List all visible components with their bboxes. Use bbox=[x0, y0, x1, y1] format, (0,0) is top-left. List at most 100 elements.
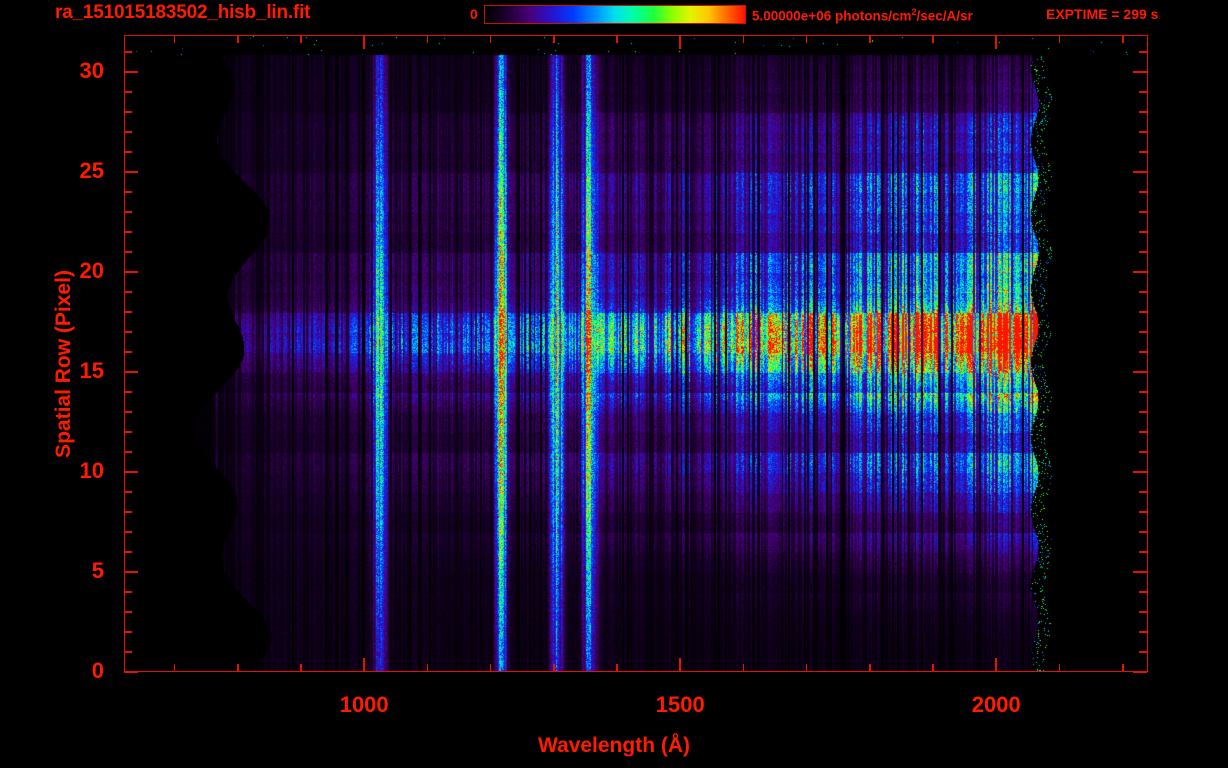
y-tick-major bbox=[124, 471, 138, 473]
x-tick-minor bbox=[932, 664, 934, 672]
x-tick-label: 2000 bbox=[971, 692, 1021, 717]
x-tick-major-top bbox=[995, 35, 998, 49]
y-tick-minor bbox=[124, 551, 132, 553]
x-tick-minor-top bbox=[236, 35, 239, 43]
y-axis-title: Spatial Row (Pixel) bbox=[52, 270, 75, 458]
x-tick-minor-top bbox=[805, 35, 808, 43]
y-tick-major-right bbox=[1133, 571, 1147, 573]
y-tick-label: 25 bbox=[79, 158, 104, 183]
x-tick-minor-top bbox=[1058, 35, 1061, 43]
y-tick-minor bbox=[124, 431, 132, 433]
x-tick-minor bbox=[1058, 664, 1061, 672]
y-tick-minor bbox=[124, 391, 132, 393]
colorbar bbox=[484, 5, 746, 24]
y-tick-minor bbox=[124, 591, 132, 593]
x-axis-title: Wavelength (Å) bbox=[537, 734, 691, 757]
y-tick-minor-right bbox=[1139, 391, 1147, 393]
y-tick-minor-right bbox=[1139, 211, 1147, 213]
y-tick-major bbox=[124, 71, 138, 73]
y-tick-minor-right bbox=[1139, 411, 1147, 413]
y-tick-minor bbox=[124, 531, 132, 533]
y-tick-major-right bbox=[1133, 671, 1147, 673]
x-tick-major-top bbox=[363, 35, 365, 49]
x-tick-major bbox=[363, 658, 365, 672]
y-tick-major-right bbox=[1133, 71, 1147, 73]
y-tick-minor bbox=[124, 611, 132, 613]
y-tick-minor-right bbox=[1139, 51, 1147, 53]
colorbar-max-label: 5.00000e+06 photons/cm2/sec/A/sr bbox=[752, 7, 973, 24]
x-tick-minor-top bbox=[300, 35, 302, 43]
x-tick-minor bbox=[300, 664, 302, 672]
x-tick-label: 1500 bbox=[655, 692, 705, 717]
x-tick-major bbox=[679, 658, 682, 672]
x-tick-major bbox=[995, 658, 998, 672]
y-tick-minor-right bbox=[1139, 351, 1147, 353]
y-tick-minor bbox=[124, 51, 132, 53]
y-tick-minor-right bbox=[1139, 291, 1147, 293]
x-tick-minor bbox=[742, 664, 745, 672]
y-tick-minor bbox=[124, 151, 132, 153]
y-tick-minor bbox=[124, 511, 132, 513]
exposure-time-label: EXPTIME = 299 s bbox=[1046, 6, 1159, 22]
y-tick-minor bbox=[124, 491, 132, 493]
y-tick-minor-right bbox=[1139, 111, 1147, 113]
x-tick-minor bbox=[236, 664, 239, 672]
y-tick-major-right bbox=[1133, 271, 1147, 273]
spectrogram-image bbox=[125, 36, 1147, 671]
x-tick-minor bbox=[805, 664, 808, 672]
y-tick-label: 0 bbox=[91, 658, 104, 683]
y-tick-major bbox=[124, 571, 138, 573]
y-tick-label: 30 bbox=[79, 58, 104, 83]
y-tick-minor bbox=[124, 191, 132, 193]
x-tick-major-top bbox=[679, 35, 682, 49]
y-tick-minor-right bbox=[1139, 131, 1147, 133]
y-tick-minor bbox=[124, 631, 132, 633]
y-tick-minor-right bbox=[1139, 91, 1147, 93]
colorbar-gradient bbox=[485, 6, 745, 23]
y-tick-minor-right bbox=[1139, 251, 1147, 253]
y-tick-label: 10 bbox=[79, 458, 104, 483]
y-tick-minor bbox=[124, 131, 132, 133]
x-tick-minor bbox=[616, 664, 618, 672]
x-tick-minor-top bbox=[173, 35, 176, 43]
plot-frame bbox=[124, 35, 1148, 672]
colorbar-units-prefix: photons/cm bbox=[831, 8, 912, 24]
y-tick-major-right bbox=[1133, 471, 1147, 473]
y-tick-minor bbox=[124, 451, 132, 453]
x-tick-minor-top bbox=[742, 35, 745, 43]
y-tick-major bbox=[124, 171, 138, 173]
x-tick-minor-top bbox=[869, 35, 871, 43]
y-tick-minor bbox=[124, 651, 132, 653]
x-tick-minor bbox=[553, 664, 555, 672]
y-tick-minor-right bbox=[1139, 431, 1147, 433]
y-tick-minor bbox=[124, 311, 132, 313]
colorbar-units-exponent: 2 bbox=[911, 7, 917, 17]
y-tick-minor-right bbox=[1139, 331, 1147, 333]
x-tick-minor bbox=[426, 664, 429, 672]
y-tick-minor-right bbox=[1139, 191, 1147, 193]
y-tick-minor bbox=[124, 211, 132, 213]
x-tick-minor bbox=[869, 664, 871, 672]
y-tick-minor-right bbox=[1139, 611, 1147, 613]
y-tick-minor bbox=[124, 291, 132, 293]
y-tick-minor bbox=[124, 411, 132, 413]
y-tick-minor bbox=[124, 91, 132, 93]
y-tick-minor-right bbox=[1139, 151, 1147, 153]
y-tick-minor bbox=[124, 331, 132, 333]
y-tick-minor-right bbox=[1139, 631, 1147, 633]
y-tick-label: 15 bbox=[79, 358, 104, 383]
x-tick-minor-top bbox=[1121, 35, 1124, 43]
y-tick-major bbox=[124, 671, 138, 673]
colorbar-max-value: 5.00000e+06 bbox=[752, 8, 832, 24]
y-tick-minor-right bbox=[1139, 511, 1147, 513]
y-tick-minor bbox=[124, 351, 132, 353]
y-tick-minor bbox=[124, 111, 132, 113]
x-tick-minor-top bbox=[932, 35, 934, 43]
y-tick-major bbox=[124, 271, 138, 273]
y-tick-minor-right bbox=[1139, 311, 1147, 313]
y-tick-minor-right bbox=[1139, 491, 1147, 493]
y-tick-minor-right bbox=[1139, 531, 1147, 533]
x-tick-minor bbox=[1121, 664, 1124, 672]
colorbar-units-suffix: /sec/A/sr bbox=[916, 8, 973, 24]
